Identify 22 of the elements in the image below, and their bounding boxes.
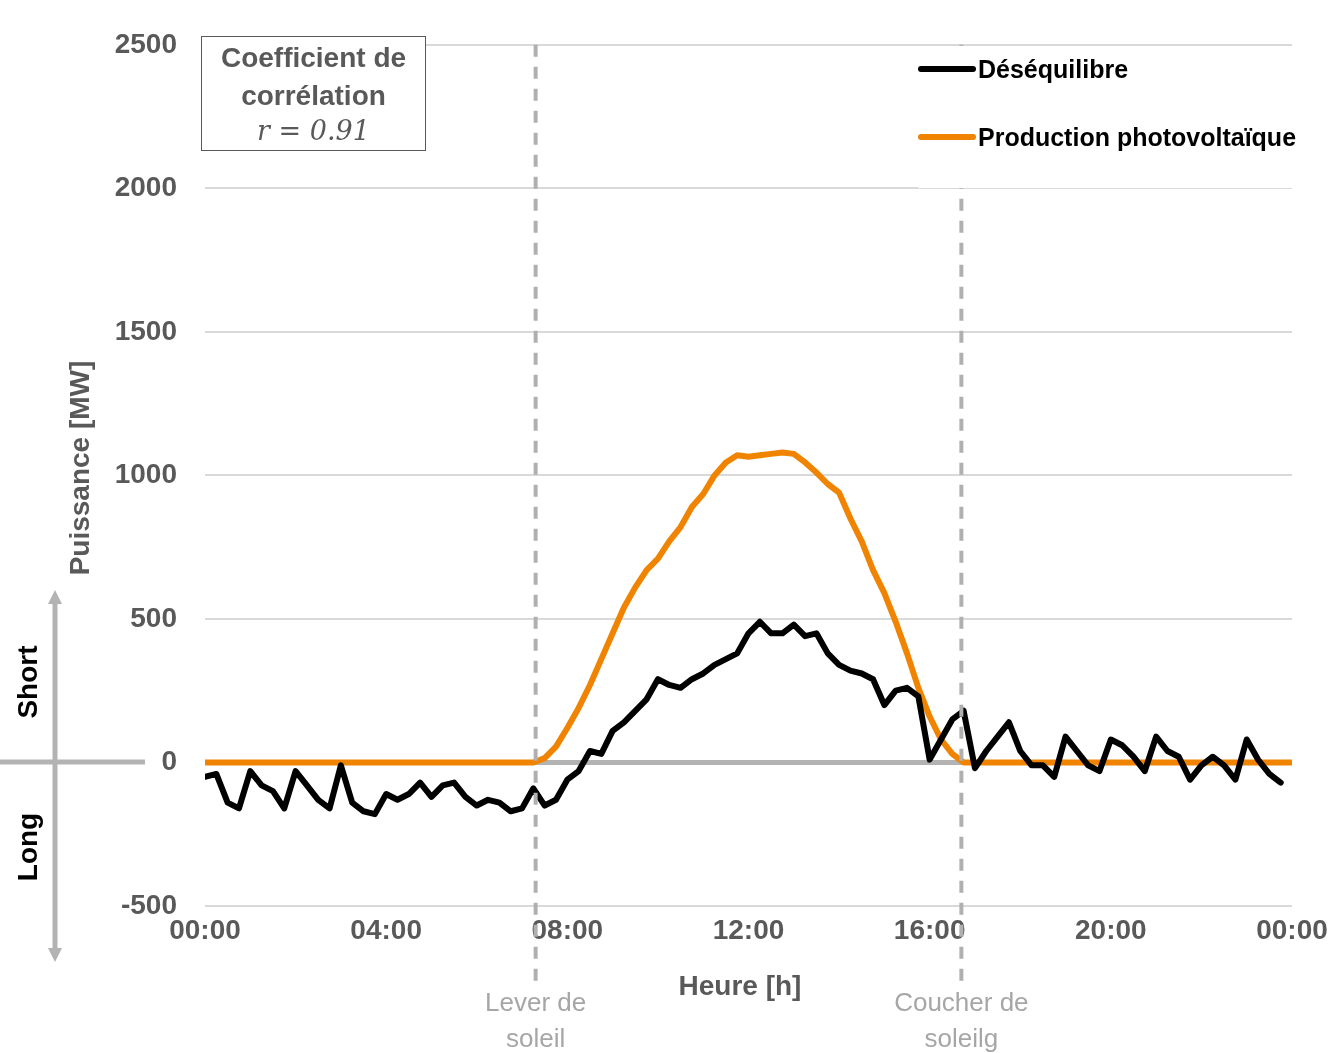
y-tick-label: 1000 (114, 458, 177, 490)
x-tick-label: 00:00 (1256, 913, 1328, 945)
legend-label: Déséquilibre (978, 54, 1129, 84)
y-tick-label: 2000 (114, 171, 177, 203)
annotation: Coefficient de corrélation (219, 41, 408, 113)
y-axis-title: Puissance [MW] (64, 360, 96, 576)
x-tick-label: 12:00 (712, 913, 785, 945)
y-tick-label: 2500 (114, 27, 177, 59)
x-tick-label: 04:00 (350, 913, 422, 945)
y-tick-label: 500 (130, 601, 177, 633)
ref-line-label: Lever de soleil (460, 984, 611, 1053)
text: Short (12, 645, 44, 720)
legend-label: Production photovoltaïque (978, 122, 1297, 152)
annotation: r = 0.91 (256, 115, 371, 147)
x-axis-title: Heure [h] (678, 970, 802, 1002)
x-tick-label: 16:00 (893, 913, 966, 945)
ref-line-label: Coucher de soleilg (886, 984, 1037, 1053)
text: Long (12, 813, 44, 882)
y-tick-label: 0 (161, 745, 177, 777)
x-tick-label: 08:00 (531, 913, 604, 945)
x-tick-label: 20:00 (1075, 913, 1147, 945)
y-tick-label: 1500 (114, 314, 177, 346)
